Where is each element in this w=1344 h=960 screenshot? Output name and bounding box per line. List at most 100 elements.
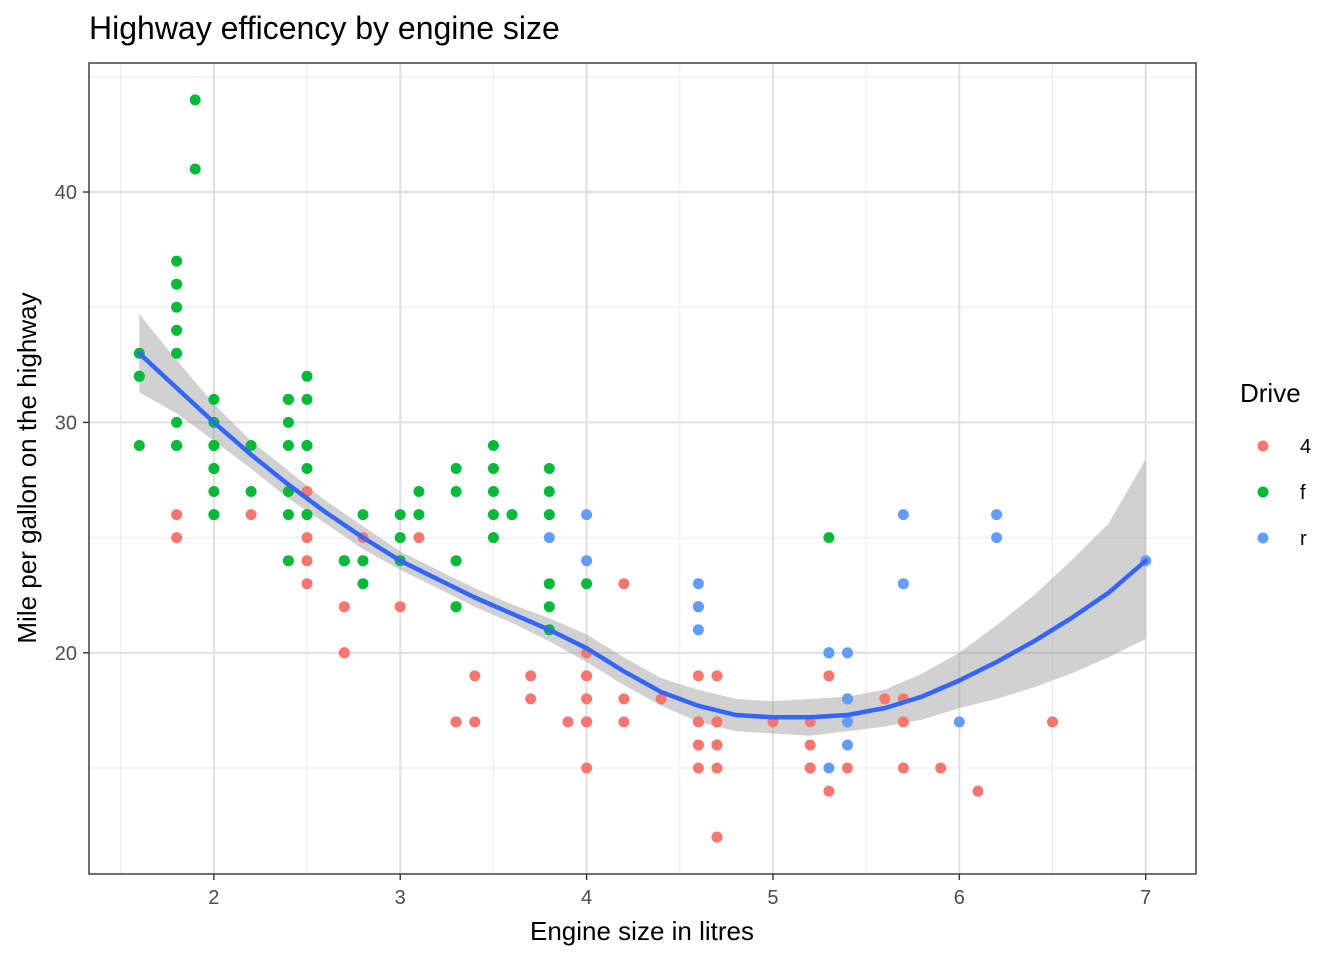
- data-point-4: [525, 693, 537, 705]
- data-point-f: [301, 393, 313, 405]
- data-point-f: [413, 486, 425, 497]
- data-point-f: [394, 532, 406, 544]
- data-point-4: [692, 739, 704, 751]
- data-point-f: [543, 578, 555, 590]
- data-point-f: [450, 555, 462, 567]
- panel-border: [88, 62, 1197, 875]
- data-point-4: [171, 532, 183, 544]
- data-point-f: [208, 393, 220, 405]
- data-point-4: [618, 716, 630, 728]
- y-tick-label: 40: [55, 182, 77, 204]
- legend-label-r: r: [1300, 528, 1307, 550]
- data-point-f: [450, 463, 462, 474]
- data-point-4: [897, 716, 909, 728]
- data-point-4: [711, 831, 723, 843]
- data-point-r: [897, 578, 909, 590]
- x-axis: 2 3 4 5 6 7: [208, 874, 1151, 909]
- data-point-f: [301, 463, 313, 474]
- data-point-r: [991, 509, 1003, 521]
- data-point-4: [935, 762, 947, 774]
- data-point-f: [543, 509, 555, 521]
- data-point-4: [171, 509, 183, 521]
- data-point-f: [357, 509, 369, 521]
- data-point-4: [804, 739, 816, 751]
- smooth-curve: [137, 351, 1148, 720]
- data-point-f: [487, 440, 499, 451]
- data-point-4: [562, 716, 574, 728]
- x-tick-label: 3: [395, 887, 406, 909]
- data-point-4: [692, 670, 704, 682]
- data-point-f: [487, 532, 499, 544]
- data-point-f: [581, 578, 593, 590]
- data-point-f: [301, 370, 313, 382]
- data-point-f: [133, 370, 145, 382]
- data-point-4: [692, 762, 704, 774]
- data-point-4: [842, 762, 853, 774]
- legend-title: Drive: [1240, 378, 1301, 408]
- data-point-4: [655, 693, 667, 705]
- data-point-f: [171, 416, 183, 428]
- data-point-4: [711, 739, 723, 751]
- data-point-f: [301, 440, 313, 451]
- y-axis-label: Mile per gallon on the highway: [12, 292, 42, 643]
- data-point-4: [338, 647, 350, 659]
- data-point-f: [208, 440, 220, 451]
- x-axis-label: Engine size in litres: [530, 916, 754, 946]
- data-point-f: [357, 555, 369, 567]
- data-point-f: [189, 163, 201, 175]
- data-point-f: [338, 555, 350, 567]
- chart-title: Highway efficency by engine size: [89, 10, 560, 46]
- data-point-f: [487, 486, 499, 497]
- data-point-4: [394, 601, 406, 613]
- x-tick-label: 5: [767, 887, 778, 909]
- legend-key-r: [1257, 532, 1269, 544]
- data-point-4: [469, 716, 481, 728]
- data-point-r: [823, 647, 835, 659]
- data-point-4: [823, 785, 835, 797]
- data-point-f: [413, 509, 425, 521]
- data-point-f: [282, 555, 294, 567]
- data-point-f: [282, 509, 294, 521]
- data-point-f: [171, 278, 183, 290]
- legend-label-f: f: [1300, 482, 1306, 504]
- data-point-4: [338, 601, 350, 613]
- data-point-r: [692, 601, 704, 613]
- data-point-4: [711, 762, 723, 774]
- data-point-f: [245, 486, 257, 497]
- data-point-f: [506, 509, 518, 521]
- data-point-r: [581, 555, 593, 567]
- y-tick-label: 30: [55, 412, 77, 434]
- data-point-f: [543, 601, 555, 613]
- data-point-f: [282, 440, 294, 451]
- data-point-4: [450, 716, 462, 728]
- data-point-f: [171, 347, 183, 359]
- data-point-r: [581, 509, 593, 521]
- data-point-r: [842, 716, 853, 728]
- data-point-4: [711, 670, 723, 682]
- data-point-f: [394, 509, 406, 521]
- data-point-4: [972, 785, 984, 797]
- x-tick-label: 4: [581, 887, 592, 909]
- data-point-4: [581, 762, 593, 774]
- data-point-f: [208, 463, 220, 474]
- data-point-r: [543, 532, 555, 544]
- plot-panel: [88, 62, 1197, 875]
- data-point-f: [357, 578, 369, 590]
- data-point-r: [823, 762, 835, 774]
- data-point-f: [282, 393, 294, 405]
- data-point-r: [692, 624, 704, 636]
- legend: Drive 4 f r: [1240, 378, 1311, 550]
- data-point-f: [133, 440, 145, 451]
- data-point-4: [301, 555, 313, 567]
- data-point-4: [618, 578, 630, 590]
- data-point-f: [450, 601, 462, 613]
- data-point-f: [171, 301, 183, 313]
- data-point-f: [487, 463, 499, 474]
- data-point-f: [543, 486, 555, 497]
- y-axis: 20 30 40: [55, 182, 89, 665]
- y-tick-label: 20: [55, 643, 77, 665]
- data-point-4: [1047, 716, 1058, 728]
- data-point-f: [823, 532, 835, 544]
- panel-background: [89, 63, 1196, 874]
